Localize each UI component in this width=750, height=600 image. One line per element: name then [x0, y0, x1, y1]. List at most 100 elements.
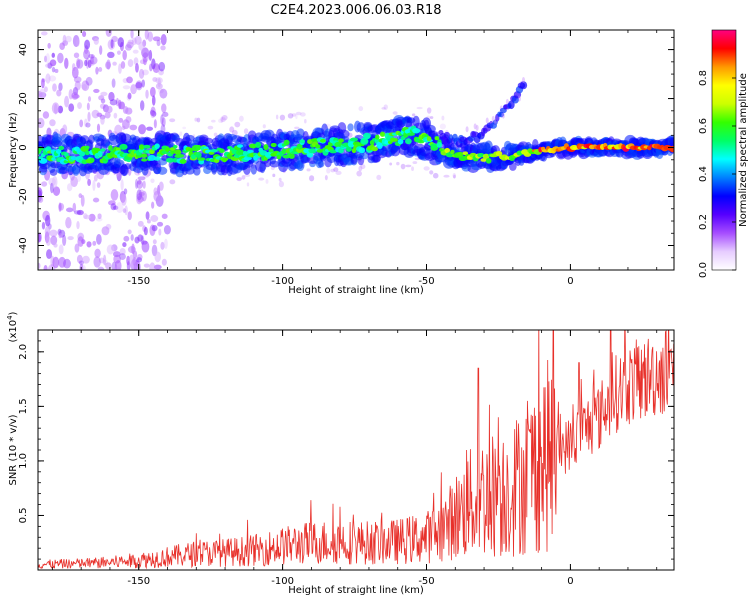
spectrogram-blob [151, 201, 155, 209]
spectrogram-blob [105, 30, 112, 37]
spectrogram-blob [211, 119, 216, 123]
spectrogram-blob [222, 157, 227, 163]
spectrogram-blob [64, 95, 70, 108]
spectrogram-x-tick-label: -100 [271, 276, 294, 287]
spectrogram-blob [122, 119, 130, 130]
spectrogram-blob [138, 192, 145, 197]
spectrogram-blob [179, 159, 187, 164]
spectrogram-blob [52, 83, 57, 92]
spectrogram-blob [141, 79, 145, 88]
spectrogram-blob [161, 117, 166, 127]
spectrogram-blob [58, 256, 66, 268]
spectrogram-blob [163, 224, 171, 235]
spectrogram-blob [91, 109, 100, 119]
snr-panel: -150 -100 -50 0 0.5 1.0 1.5 2.0 Height of stra… [6, 311, 675, 596]
spectrogram-blob [51, 52, 55, 58]
spectrogram-blob [84, 39, 91, 50]
spectrogram-blob [55, 148, 62, 154]
spectrogram-blob [120, 179, 124, 191]
spectrogram-blob [329, 149, 337, 154]
spectrogram-blob [411, 113, 416, 117]
spectrogram-blob [43, 265, 48, 270]
spectrogram-blob [74, 80, 81, 91]
spectrogram-blob [78, 260, 84, 265]
spectrogram-blob [38, 158, 48, 164]
spectrogram-blob [68, 103, 75, 112]
spectrogram-blob [96, 123, 101, 133]
spectrogram-blob [324, 175, 328, 181]
spectrogram-blob [58, 82, 63, 92]
spectrogram-blob [182, 126, 187, 130]
spectrogram-blob [130, 234, 134, 241]
spectrogram-blob [126, 76, 133, 84]
spectrogram-blob [57, 52, 64, 64]
snr-x-ticks: -150 -100 -50 0 [51, 330, 658, 587]
spectrogram-y-tick-label: 40 [18, 43, 29, 56]
spectrogram-blob [76, 58, 81, 69]
spectrogram-blob [120, 61, 126, 69]
spectrogram-blob [335, 170, 342, 176]
spectrogram-blob [482, 153, 490, 160]
spectrogram-y-tick-label: -20 [18, 188, 29, 204]
spectrogram-blob [154, 251, 161, 263]
spectrogram-blob [85, 122, 91, 128]
spectrogram-blob [73, 52, 80, 59]
spectrogram-blob [296, 143, 303, 150]
spectrogram-blob [76, 254, 83, 264]
spectrogram-blobs [38, 30, 674, 270]
spectrogram-blob [131, 37, 137, 46]
spectrogram-blob [127, 211, 132, 221]
spectrogram-blob [50, 235, 58, 246]
colorbar-tick-label: 0.0 [698, 262, 709, 278]
spectrogram-blob [234, 121, 241, 128]
spectrogram-blob [53, 243, 58, 248]
spectrogram-blob [41, 221, 46, 230]
spectrogram-blob [101, 226, 110, 236]
spectrogram-blob [106, 59, 111, 70]
spectrogram-blob [117, 37, 124, 48]
spectrogram-blob [158, 228, 162, 236]
snr-series-line [38, 330, 674, 570]
spectrogram-blob [158, 181, 164, 191]
colorbar-tick-label: 0.8 [698, 70, 709, 86]
spectrogram-blob [132, 49, 139, 54]
spectrogram-blob [143, 263, 150, 268]
spectrogram-blob [59, 42, 65, 50]
colorbar-ticks: 0.0 0.2 0.4 0.6 0.8 [698, 70, 736, 278]
spectrogram-blob [135, 62, 139, 73]
spectrogram-blob [465, 126, 469, 133]
spectrogram-blob [135, 80, 143, 91]
spectrogram-blob [85, 76, 93, 86]
spectrogram-blob [150, 178, 155, 184]
spectrogram-blob [58, 202, 65, 211]
spectrogram-blob [295, 111, 302, 116]
spectrogram-blob [40, 78, 45, 87]
spectrogram-blob [243, 156, 252, 161]
snr-y-ticks: 0.5 1.0 1.5 2.0 [18, 329, 674, 571]
spectrogram-blob [136, 193, 143, 205]
spectrogram-blob [116, 50, 121, 55]
spectrogram-blob [150, 106, 156, 116]
spectrogram-blob [283, 139, 290, 146]
spectrogram-blob [79, 263, 84, 270]
spectrogram-blob [195, 152, 202, 159]
spectrogram-blob [172, 144, 178, 149]
spectrogram-blob [95, 217, 103, 222]
spectrogram-blob [47, 42, 51, 49]
spectrogram-blob [150, 215, 159, 223]
spectrogram-blob [430, 143, 439, 149]
snr-y-multiplier: (x104) [6, 311, 19, 342]
spectrogram-blob [98, 95, 105, 101]
spectrogram-blob [123, 235, 130, 242]
spectrogram-blob [87, 111, 91, 122]
spectrogram-blob [436, 142, 443, 148]
spectrogram-blob [62, 124, 68, 134]
spectrogram-blob [161, 258, 167, 266]
spectrogram-blob [97, 266, 105, 270]
spectrogram-blob [169, 179, 176, 185]
spectrogram-blob [38, 262, 41, 269]
spectrogram-blob [150, 111, 156, 119]
spectrogram-blob [151, 95, 156, 106]
spectrogram-blob [105, 223, 112, 230]
snr-y-tick-label: 0.5 [18, 508, 29, 524]
